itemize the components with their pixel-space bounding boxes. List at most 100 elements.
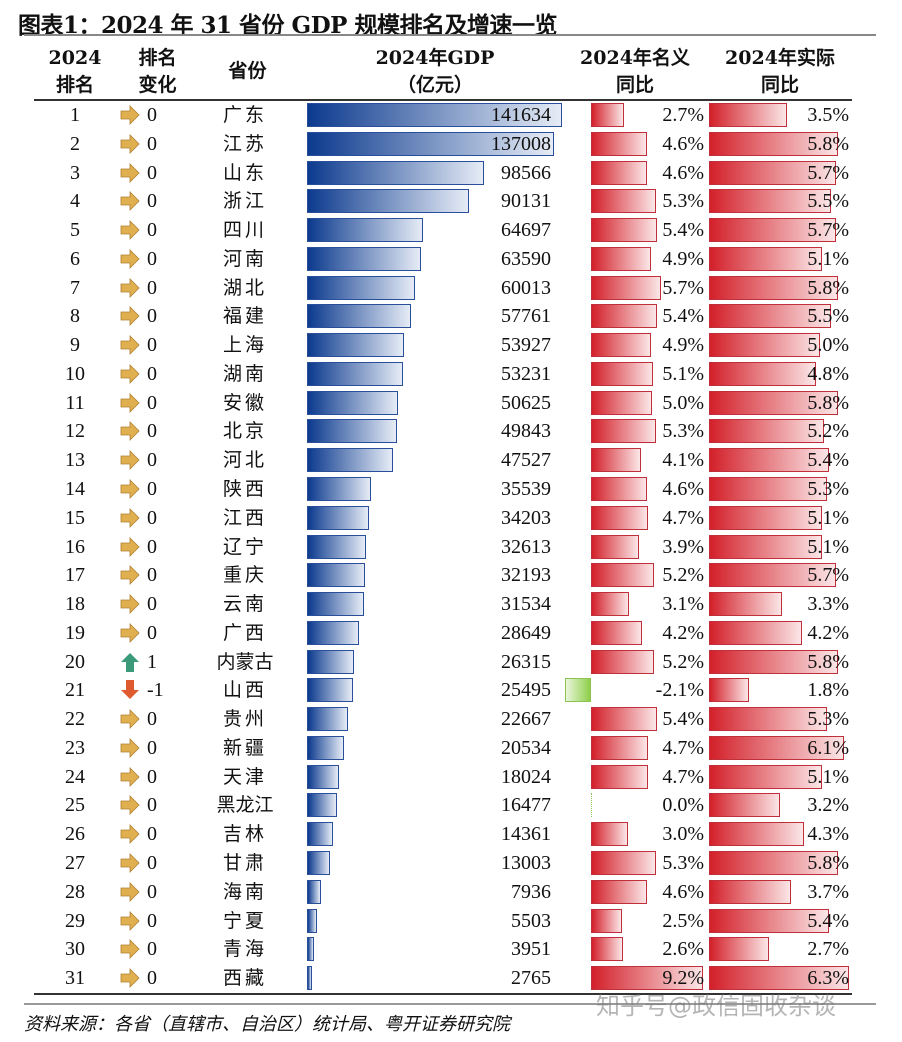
header-change-line1: 排名 [138, 47, 177, 69]
real-growth-value: 1.8% [807, 679, 849, 702]
rank-cell: 24 [65, 765, 85, 788]
nominal-growth-bar [591, 505, 649, 530]
nominal-growth-bar [591, 937, 623, 962]
province-cell: 重庆 [222, 564, 267, 587]
real-growth-value: 5.1% [807, 765, 849, 788]
gdp-value: 3951 [511, 938, 551, 961]
gdp-bar [307, 448, 393, 473]
gdp-bar [307, 505, 369, 530]
real-growth-value: 5.5% [807, 190, 849, 213]
real-growth-bar [709, 764, 823, 789]
rank-change-cell: 0 [147, 132, 157, 155]
real-growth-bar [709, 103, 787, 127]
gdp-bar [307, 361, 403, 386]
arrow-flat-icon [120, 795, 140, 816]
rank-cell: 1 [70, 104, 80, 126]
real-growth-bar [709, 620, 803, 645]
real-growth-value: 3.2% [807, 794, 849, 817]
gdp-value: 63590 [501, 247, 551, 270]
gdp-value: 53231 [501, 362, 551, 385]
province-cell: 云南 [222, 593, 267, 616]
nominal-growth-bar [565, 678, 591, 703]
gdp-bar [307, 534, 366, 559]
nominal-growth-value: -2.1% [655, 679, 704, 702]
real-growth-bar [709, 131, 838, 156]
header-nominal-line2: 同比 [615, 74, 654, 96]
rank-change-cell: 0 [147, 305, 157, 328]
arrow-flat-icon [120, 363, 140, 384]
gdp-value: 49843 [501, 420, 551, 443]
header-gdp-line1: 2024年GDP [375, 47, 495, 69]
rank-change-cell: 0 [147, 506, 157, 529]
real-growth-bar [709, 189, 832, 214]
nominal-growth-bar [591, 189, 656, 214]
footer-divider [24, 1003, 876, 1005]
rank-cell: 13 [65, 449, 85, 472]
rank-change-cell: 0 [147, 823, 157, 846]
nominal-growth-value: 0.0% [662, 794, 704, 817]
province-cell: 福建 [222, 305, 267, 328]
real-growth-bar [709, 793, 781, 818]
nominal-growth-value: 3.1% [662, 593, 704, 616]
rank-cell: 6 [70, 247, 80, 270]
province-cell: 吉林 [222, 823, 267, 846]
rank-cell: 25 [65, 794, 85, 817]
gdp-bar [307, 189, 470, 214]
real-growth-bar [709, 937, 769, 962]
nominal-growth-bar [591, 592, 629, 617]
rank-change-cell: 0 [147, 161, 157, 184]
gdp-bar [307, 218, 424, 243]
arrow-flat-icon [120, 450, 140, 471]
province-cell: 河北 [222, 449, 267, 472]
nominal-growth-value: 3.0% [662, 823, 704, 846]
rank-cell: 19 [65, 621, 85, 644]
arrow-flat-icon [120, 392, 140, 413]
nominal-growth-bar [591, 448, 642, 473]
real-growth-bar [709, 448, 829, 473]
rank-cell: 22 [65, 708, 85, 731]
rank-cell: 7 [70, 276, 80, 299]
nominal-growth-bar [591, 103, 624, 127]
gdp-bar [307, 735, 344, 760]
nominal-growth-bar [591, 966, 704, 991]
rank-cell: 8 [70, 305, 80, 328]
gdp-value: 5503 [511, 909, 551, 932]
rank-change-cell: 0 [147, 621, 157, 644]
arrow-flat-icon [120, 968, 140, 989]
nominal-growth-bar [591, 160, 648, 185]
rank-change-cell: 0 [147, 593, 157, 616]
real-growth-value: 5.1% [807, 506, 849, 529]
gdp-bar [307, 477, 371, 501]
header-gdp: 2024年GDP （亿元） [350, 45, 520, 99]
province-cell: 西藏 [222, 967, 267, 990]
header-nominal: 2024年名义 同比 [570, 45, 700, 99]
province-cell: 辽宁 [222, 535, 267, 558]
nominal-growth-bar [591, 275, 661, 300]
rank-cell: 14 [65, 478, 85, 500]
real-growth-bar [709, 505, 823, 530]
rank-change-cell: 0 [147, 478, 157, 500]
rank-cell: 2 [70, 132, 80, 155]
province-cell: 广西 [222, 621, 267, 644]
province-cell: 江苏 [222, 132, 267, 155]
source-note: 资料来源：各省（直辖市、自治区）统计局、粤开证券研究院 [24, 1014, 510, 1035]
real-growth-value: 3.5% [807, 104, 849, 126]
nominal-growth-bar [591, 304, 657, 329]
rank-change-cell: 0 [147, 362, 157, 385]
nominal-growth-value: 4.9% [662, 247, 704, 270]
rank-change-cell: 0 [147, 334, 157, 357]
real-growth-value: 5.5% [807, 305, 849, 328]
gdp-value: 14361 [501, 823, 551, 846]
province-cell: 上海 [222, 334, 267, 357]
rank-change-cell: 0 [147, 852, 157, 875]
nominal-growth-value: 4.9% [662, 334, 704, 357]
nominal-growth-value: 5.4% [662, 219, 704, 242]
real-growth-bar [709, 361, 816, 386]
gdp-bar [307, 851, 331, 876]
header-rank: 2024 排名 [45, 45, 105, 99]
gdp-value: 2765 [511, 967, 551, 990]
rank-change-cell: 0 [147, 909, 157, 932]
rank-cell: 21 [65, 679, 85, 702]
real-growth-bar [709, 419, 825, 444]
real-growth-value: 5.4% [807, 449, 849, 472]
